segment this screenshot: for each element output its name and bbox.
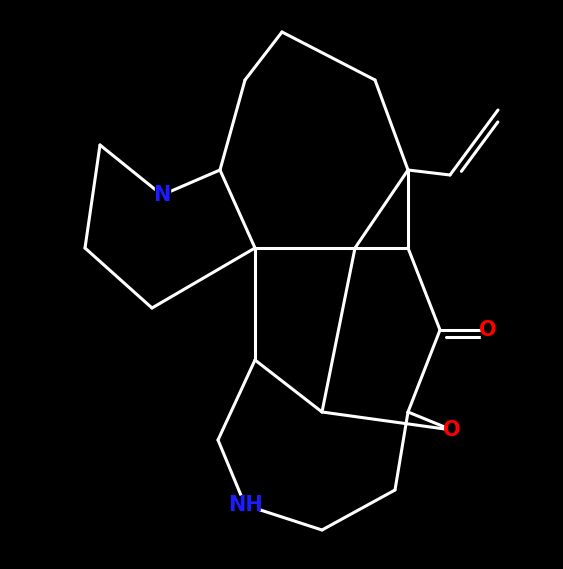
Bar bbox=[233, 496, 257, 514]
Bar bbox=[480, 321, 495, 339]
Text: NH: NH bbox=[227, 495, 262, 515]
Bar bbox=[445, 421, 459, 439]
Bar bbox=[154, 186, 169, 204]
Text: O: O bbox=[443, 420, 461, 440]
Text: O: O bbox=[479, 320, 497, 340]
Text: N: N bbox=[153, 185, 171, 205]
